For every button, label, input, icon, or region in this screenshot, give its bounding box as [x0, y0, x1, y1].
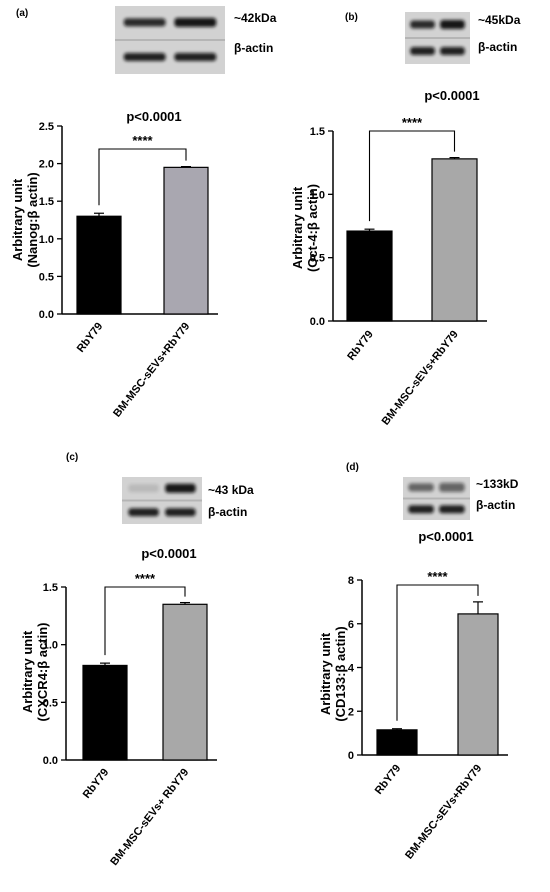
- bar: [82, 664, 128, 761]
- target-kda-label: ~43 kDa: [208, 483, 254, 497]
- significance-bracket: [104, 586, 186, 656]
- target-band-lane1: [128, 484, 159, 493]
- y-tick-label: 0.5: [310, 253, 325, 265]
- y-axis-label-line: Arbitrary unit: [10, 178, 25, 261]
- y-tick-label: 0.0: [310, 316, 325, 328]
- y-tick-label: 0.0: [39, 309, 54, 321]
- beta-actin-label: β-actin: [478, 40, 517, 54]
- bar: [76, 215, 122, 315]
- bar: [346, 230, 393, 322]
- x-category-label: RbY79: [345, 328, 376, 362]
- y-axis-label-line: Arbitrary unit: [318, 632, 333, 715]
- y-tick-label: 1.0: [43, 640, 58, 652]
- beta-actin-label: β-actin: [234, 41, 273, 55]
- y-tick-label: 4: [348, 663, 355, 675]
- target-band-lane2: [440, 19, 465, 29]
- panel-letter: (b): [345, 12, 358, 23]
- actin-band-lane2: [174, 53, 217, 61]
- x-category-label: BM-MSC-sEVs+ RbY79: [108, 766, 191, 868]
- y-axis-label-line: (Nanog:β actin): [25, 172, 40, 267]
- bar: [163, 166, 209, 315]
- p-value-label: p<0.0001: [126, 109, 181, 124]
- western-blot-image: [403, 477, 470, 520]
- target-kda-label: ~133kD: [476, 477, 519, 491]
- y-tick-label: 1.5: [43, 582, 58, 594]
- blot-strip-divider: [115, 39, 225, 41]
- panel-letter: (a): [16, 8, 28, 19]
- y-tick-label: 1.5: [39, 196, 54, 208]
- y-tick-label: 1.0: [310, 189, 325, 201]
- actin-band-lane1: [128, 508, 159, 517]
- actin-band-lane1: [410, 47, 435, 55]
- target-band-lane1: [408, 483, 434, 492]
- y-tick-label: 8: [348, 575, 354, 587]
- y-tick-label: 2.5: [39, 121, 54, 133]
- blot-strip-divider: [122, 499, 202, 502]
- y-axis-label-line: (Oct-4:β actin): [305, 184, 320, 272]
- blot-strip-divider: [405, 37, 470, 39]
- y-tick-label: 1.5: [310, 126, 325, 138]
- panel-letter: (c): [66, 452, 78, 463]
- significance-stars: ****: [132, 133, 153, 148]
- y-axis-label: Arbitrary unit(Oct-4:β actin): [290, 184, 320, 272]
- p-value-label: p<0.0001: [424, 88, 479, 103]
- actin-band-lane2: [439, 505, 465, 514]
- target-band-lane2: [165, 483, 196, 493]
- significance-bracket: [98, 148, 187, 206]
- y-axis-label: Arbitrary unit(CXCR4:β actin): [20, 623, 50, 722]
- target-band-lane2: [439, 482, 465, 492]
- y-tick-label: 1.0: [39, 234, 54, 246]
- beta-actin-label: β-actin: [476, 498, 515, 512]
- y-axis-label-line: Arbitrary unit: [20, 630, 35, 713]
- x-category-label: BM-MSC-sEVs+RbY79: [403, 762, 484, 861]
- western-blot-image: [405, 12, 470, 64]
- y-axis-label-line: (CXCR4:β actin): [35, 623, 50, 722]
- significance-stars: ****: [402, 115, 423, 130]
- significance-stars: ****: [135, 571, 156, 586]
- western-blot-image: [115, 6, 225, 74]
- target-band-lane1: [123, 18, 166, 27]
- significance-bracket: [396, 584, 479, 721]
- y-axis-label-line: (CD133:β actin): [333, 626, 348, 721]
- y-axis-label: Arbitrary unit(Nanog:β actin): [10, 172, 40, 267]
- target-kda-label: ~42kDa: [234, 11, 277, 25]
- target-band-lane2: [174, 17, 217, 27]
- y-tick-label: 0.5: [39, 271, 54, 283]
- target-band-lane1: [410, 20, 435, 29]
- x-category-label: BM-MSC-sEVs+RbY79: [111, 320, 192, 419]
- p-value-label: p<0.0001: [418, 529, 473, 544]
- significance-bracket: [368, 130, 456, 222]
- panel-letter: (d): [346, 462, 359, 473]
- x-category-label: RbY79: [373, 762, 404, 796]
- y-tick-label: 0: [348, 750, 354, 762]
- actin-band-lane1: [408, 505, 434, 514]
- bar: [457, 613, 499, 756]
- beta-actin-label: β-actin: [208, 505, 247, 519]
- p-value-label: p<0.0001: [141, 546, 196, 561]
- blot-strip-divider: [403, 497, 470, 500]
- bar: [431, 158, 478, 322]
- y-axis-label: Arbitrary unit(CD133:β actin): [318, 626, 348, 721]
- y-tick-label: 0.0: [43, 755, 58, 767]
- target-kda-label: ~45kDa: [478, 13, 521, 27]
- western-blot-image: [122, 477, 202, 524]
- y-tick-label: 0.5: [43, 697, 58, 709]
- actin-band-lane2: [165, 508, 196, 517]
- y-tick-label: 2.0: [39, 159, 54, 171]
- y-axis-label-line: Arbitrary unit: [290, 186, 305, 269]
- x-category-label: RbY79: [81, 766, 112, 800]
- x-category-label: RbY79: [75, 320, 106, 354]
- bar: [376, 729, 418, 756]
- x-category-label: BM-MSC-sEVs+RbY79: [380, 328, 461, 427]
- y-tick-label: 6: [348, 619, 354, 631]
- actin-band-lane2: [440, 47, 465, 55]
- actin-band-lane1: [123, 53, 166, 61]
- y-tick-label: 2: [348, 706, 354, 718]
- bar: [162, 603, 208, 761]
- significance-stars: ****: [427, 569, 448, 584]
